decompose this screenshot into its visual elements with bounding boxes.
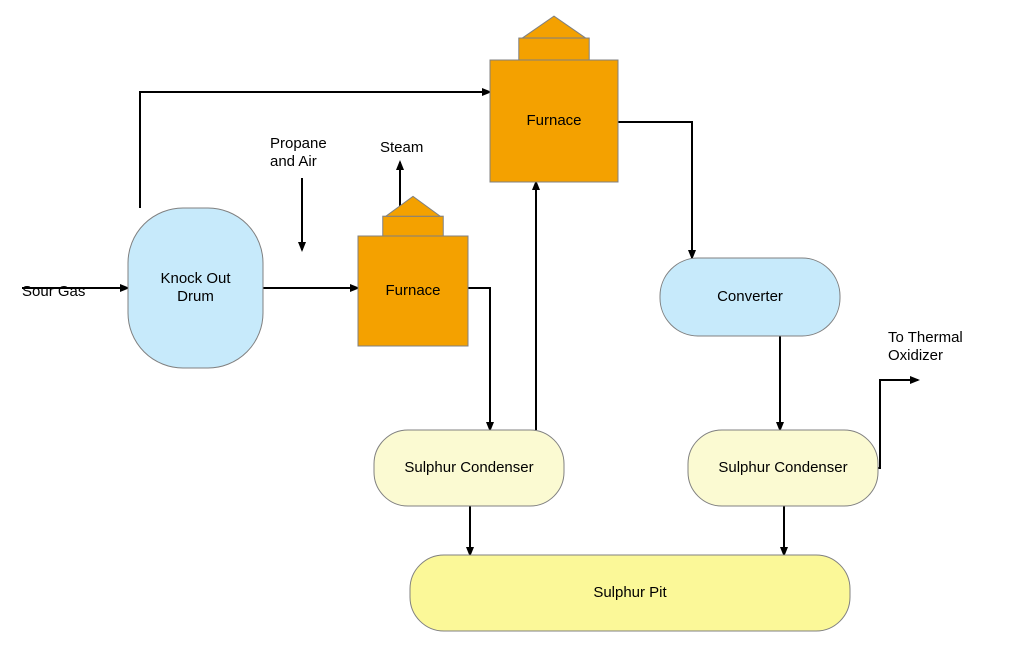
process-flow-diagram: Knock OutDrum Furnace Furnace Converter Sulp… xyxy=(0,0,1024,666)
label-propane_and_air: Propaneand Air xyxy=(270,135,327,170)
label-to_thermal_oxidizer: To ThermalOxidizer xyxy=(888,329,963,364)
node-label-converter: Converter xyxy=(717,288,783,305)
node-converter: Converter xyxy=(660,258,840,336)
node-sulphur_condenser_right: Sulphur Condenser xyxy=(688,430,878,506)
node-furnace_left: Furnace xyxy=(358,196,468,346)
label-steam: Steam xyxy=(380,139,423,156)
edge-furnace-top-to-converter xyxy=(618,122,692,258)
node-sulphur_condenser_left: Sulphur Condenser xyxy=(374,430,564,506)
node-sulphur_pit: Sulphur Pit xyxy=(410,555,850,631)
node-label-sulphur_condenser_right: Sulphur Condenser xyxy=(718,459,847,476)
edge-furnace-left-to-cond-left xyxy=(468,288,490,430)
node-furnace_top: Furnace xyxy=(490,16,618,182)
node-label-furnace_left: Furnace xyxy=(385,282,440,299)
node-label-sulphur_pit: Sulphur Pit xyxy=(593,584,667,601)
node-label-sulphur_condenser_left: Sulphur Condenser xyxy=(404,459,533,476)
node-knock_out_drum: Knock OutDrum xyxy=(128,208,263,368)
node-label-furnace_top: Furnace xyxy=(526,112,581,129)
label-sour_gas: Sour Gas xyxy=(22,283,85,300)
